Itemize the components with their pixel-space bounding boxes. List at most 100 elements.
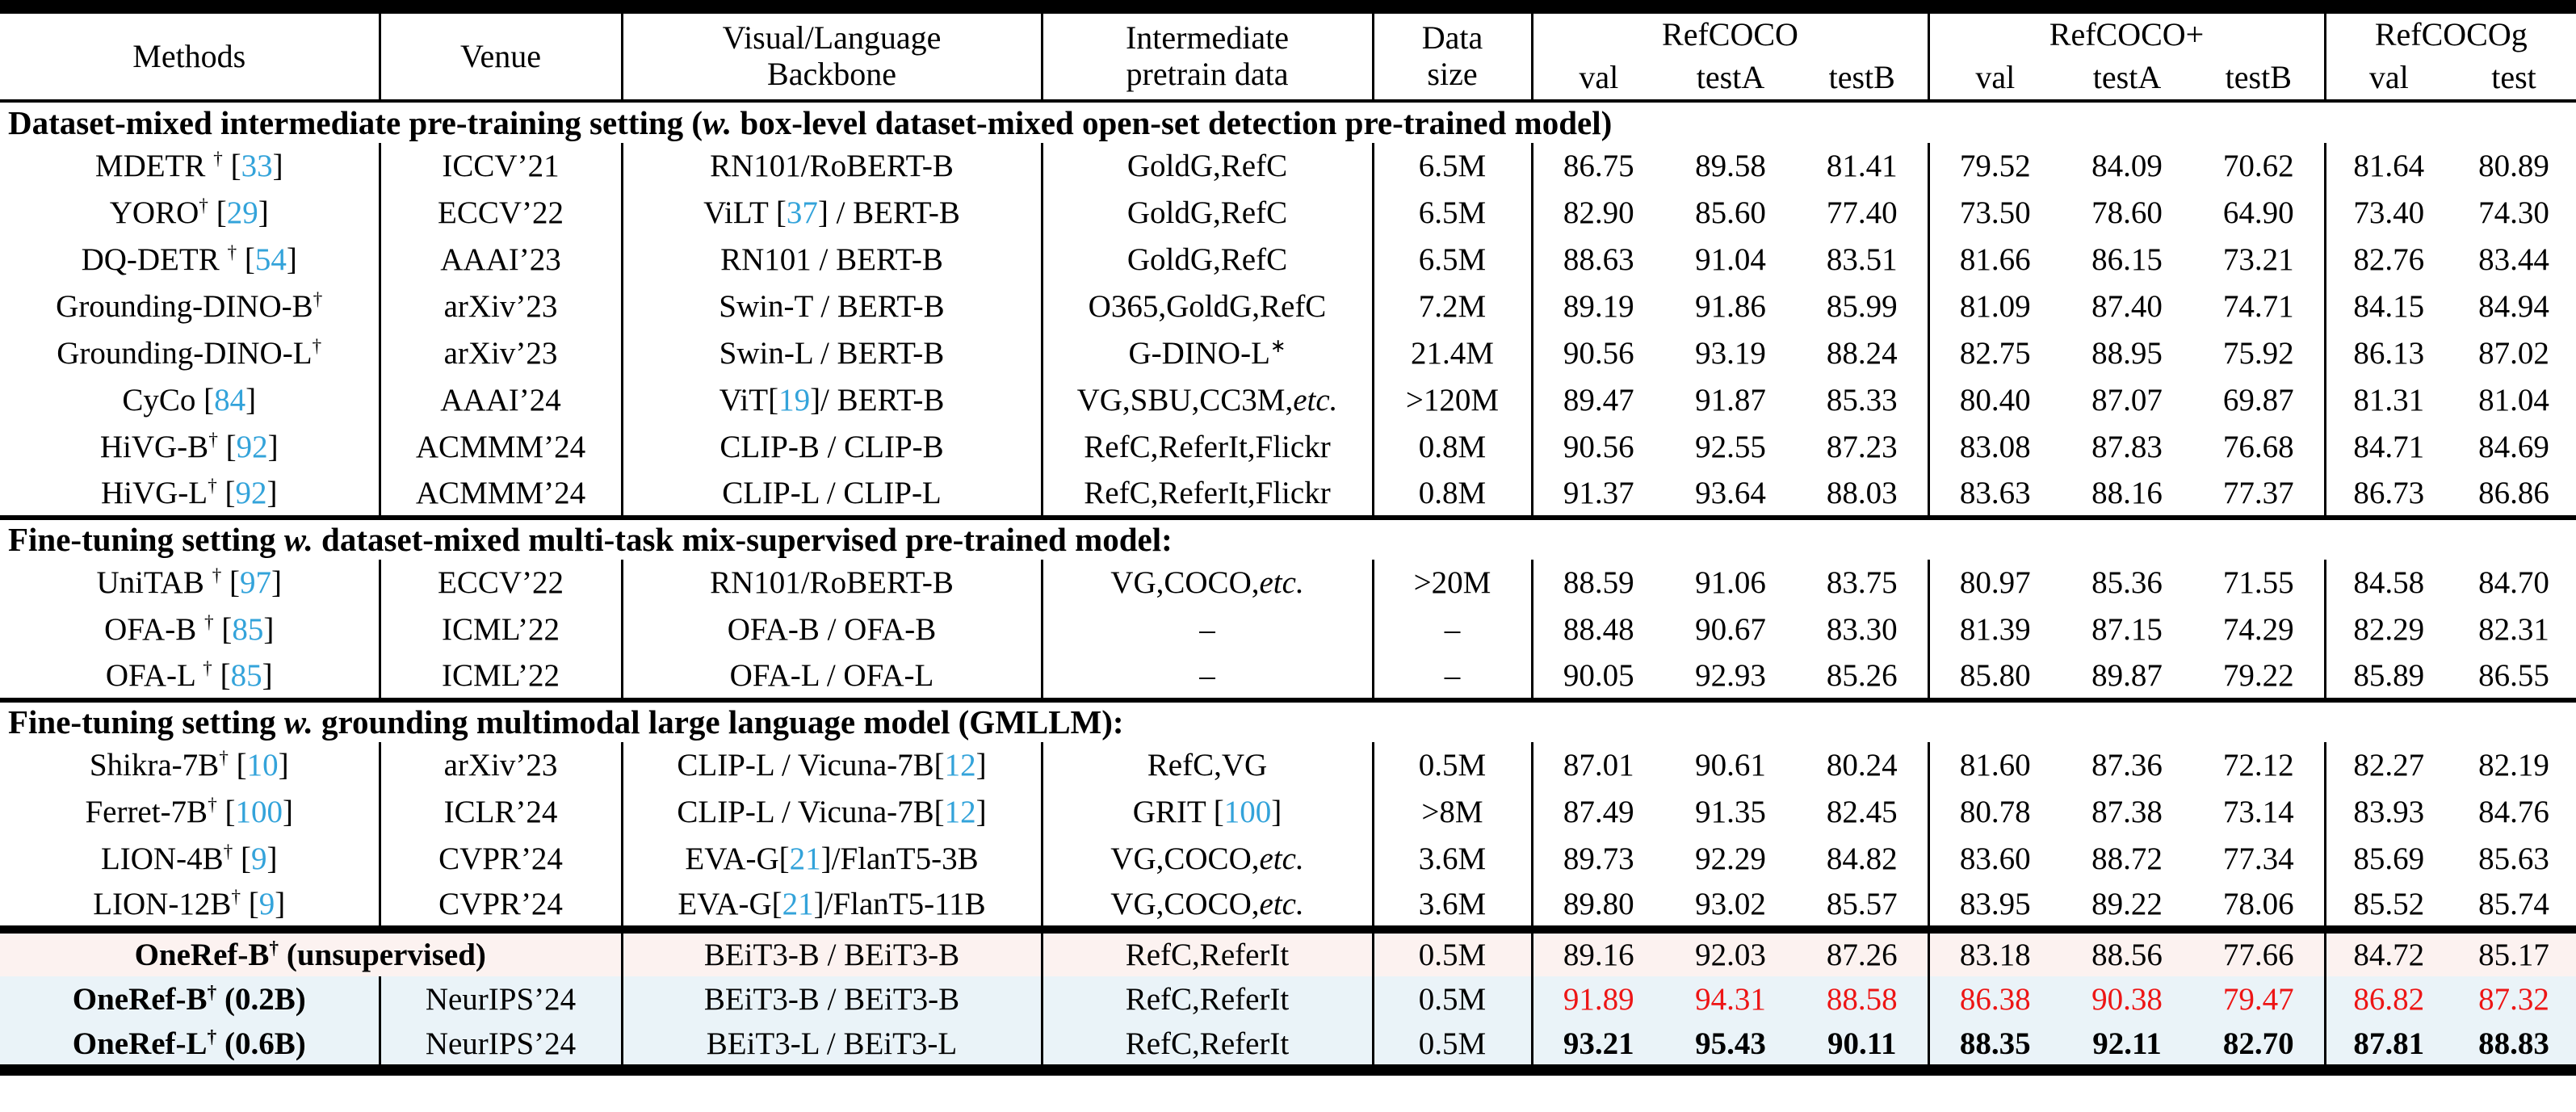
citation-link[interactable]: 100 [1223,795,1272,829]
cell-score: 85.69 [2323,835,2452,883]
col-header-datasize-line1: Data [1421,19,1483,56]
text-segment: ] [271,565,283,600]
cell-method: YORO† [29] [0,190,380,237]
cell-score: 88.58 [1797,976,1928,1023]
table-section-1: Fine-tuning setting w. dataset-mixed mul… [0,517,2576,700]
cell-pretrain: VG,COCO,etc. [1040,559,1373,606]
cell-score: 85.63 [2478,841,2549,876]
cell-method: Grounding-DINO-L† [0,330,380,377]
text-segment: VG,SBU,CC3M, [1076,383,1294,418]
citation-link[interactable]: 92 [235,475,267,510]
cell-backbone: Swin-T / BERT-B [620,283,1042,330]
text-segment: DQ-DETR [81,242,228,277]
table-row: CyCo [84] AAAI’24 ViT[19]/ BERT-B VG,SBU,CC… [0,376,2576,424]
text-segment: [ [217,430,237,464]
cell-venue: arXiv’23 [378,741,622,789]
citation-link[interactable]: 85 [230,657,262,693]
cell-score: 91.06 [1695,565,1766,600]
cell-score: 82.76 [2323,236,2452,283]
table-row: LION-12B† [9] CVPR’24 EVA-G[21]/FlanT5-11B… [0,882,2576,929]
cell-method: UniTAB † [97] [0,560,380,606]
citation-link[interactable]: 97 [240,565,272,600]
table-row: OneRef-L† (0.6B) NeurIPS’24 BEiT3-L / BEiT… [0,1022,2576,1070]
cell-score: 91.89 [1530,976,1664,1023]
superscript-mark: † [212,565,222,586]
text-segment: GoldG,RefC [1126,242,1288,277]
cell-backbone: RN101 / BERT-B [620,236,1042,283]
cell-venue: ICML’22 [378,606,622,653]
text-segment: Fine-tuning setting [8,703,284,741]
cell-score: 82.45 [1826,795,1898,829]
text-segment: GoldG,RefC [1126,195,1288,230]
citation-link[interactable]: 37 [786,195,818,230]
cell-score: 78.60 [2091,195,2163,230]
col-header-backbone-line1: Visual/Language [722,19,942,56]
superscript-mark: † [313,289,323,310]
cell-score: 80.97 [1927,559,2061,606]
col-header-backbone-line2: Backbone [767,55,896,92]
citation-link[interactable]: 84 [214,383,246,418]
text-segment: Dataset-mixed intermediate pre-training … [8,103,703,141]
cell-score: 91.37 [1530,470,1664,518]
cell-method: OFA-L † [85] [0,653,380,700]
cell-backbone: CLIP-L / Vicuna-7B[12] [620,788,1042,836]
cell-venue: ECCV’22 [378,559,622,606]
subcol-refcoco-plus-val: val [1927,55,2061,101]
cell-score: 90.67 [1695,612,1766,647]
cell-datasize: 6.5M [1371,142,1532,190]
citation-link[interactable]: 12 [944,795,976,829]
citation-link[interactable]: 10 [246,748,279,783]
citation-link[interactable]: 100 [235,795,283,829]
italic-text: w. [283,703,313,741]
col-header-backbone: Visual/Language Backbone [620,6,1042,101]
cell-score: 81.60 [1927,741,2061,789]
cell-score: 81.66 [1927,236,2061,283]
cell-pretrain: GoldG,RefC [1040,142,1373,190]
citation-link[interactable]: 92 [236,430,268,464]
cell-score: 89.16 [1530,929,1664,976]
table-row: Grounding-DINO-L† arXiv’23 Swin-L / BERT-B… [0,329,2576,377]
cell-datasize: 0.8M [1371,423,1532,471]
text-segment: [ [216,795,236,829]
section-header-row: Fine-tuning setting w. grounding multimo… [0,700,2576,742]
superscript-mark: † [219,748,229,769]
cell-backbone: RN101/RoBERT-B [620,559,1042,606]
citation-link[interactable]: 19 [778,383,811,418]
citation-link[interactable]: 54 [254,242,287,277]
cell-pretrain: RefC,ReferIt [1040,1022,1373,1070]
citation-link[interactable]: 21 [782,886,814,921]
text-segment: G-DINO-L [1128,336,1270,371]
table-row: HiVG-B† [92] ACMMM’24 CLIP-B / CLIP-B RefC,… [0,423,2576,471]
cell-score: 83.95 [1927,882,2061,929]
col-header-datasize: Data size [1371,6,1532,101]
text-segment: RefC,ReferIt,Flickr [1084,475,1331,510]
cell-score: 84.69 [2478,430,2549,464]
text-segment: ] [275,886,286,921]
citation-link[interactable]: 12 [944,748,976,783]
superscript-mark: † [207,1026,217,1047]
cell-score: 84.70 [2478,565,2549,600]
cell-score: 87.26 [1797,929,1928,976]
cell-score: 92.11 [2061,1022,2193,1070]
citation-link[interactable]: 9 [258,886,275,921]
text-segment: [ [221,565,241,600]
cell-score: 85.74 [2478,886,2549,921]
cell-score: 84.71 [2323,423,2452,471]
text-segment: GRIT [ [1132,795,1224,829]
cell-datasize: 6.5M [1371,236,1532,283]
cell-score: 73.14 [2222,795,2294,829]
cell-score: 82.29 [2323,606,2452,653]
citation-link[interactable]: 29 [226,195,258,230]
cell-datasize: 3.6M [1371,882,1532,929]
cell-score: 79.52 [1927,142,2061,190]
citation-link[interactable]: 33 [241,149,273,183]
text-segment: ] [283,795,294,829]
cell-score: 83.18 [1927,929,2061,976]
cell-backbone: Swin-L / BERT-B [620,329,1042,377]
citation-link[interactable]: 9 [251,841,267,876]
group-header-refcoco: RefCOCO [1530,6,1928,56]
citation-link[interactable]: 21 [789,841,821,876]
text-segment: Ferret-7B [85,795,208,829]
citation-link[interactable]: 85 [232,612,264,647]
cell-datasize: 0.8M [1371,470,1532,518]
